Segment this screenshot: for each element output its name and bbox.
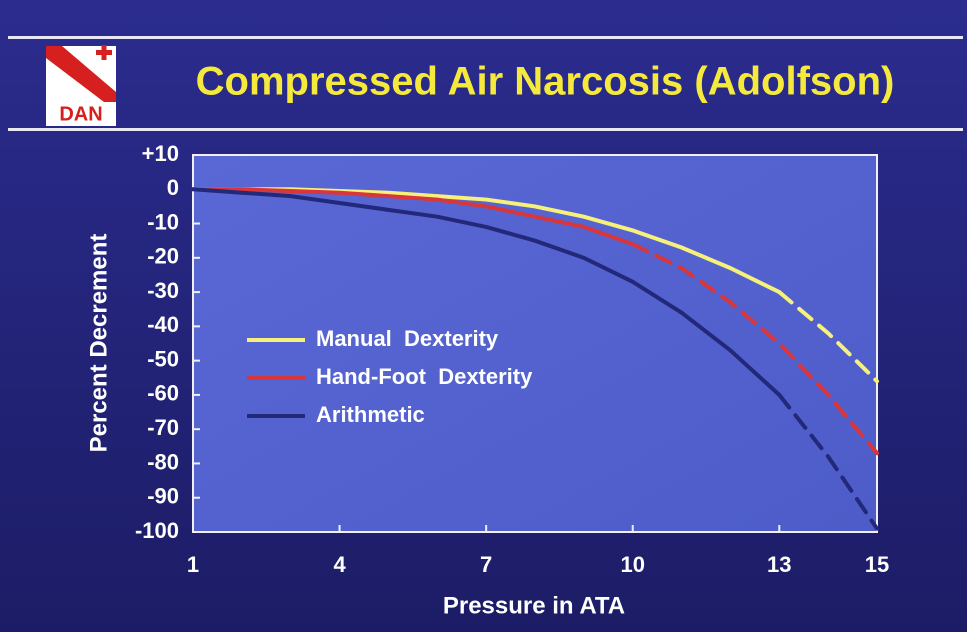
y-tick-label: -60 — [147, 381, 179, 406]
y-tick-label: -70 — [147, 415, 179, 440]
series-line — [191, 187, 782, 397]
series-line-dashed — [630, 242, 879, 456]
legend-label: Manual Dexterity — [316, 326, 499, 351]
y-tick-label: -30 — [147, 278, 179, 303]
series-line — [191, 187, 635, 247]
y-tick-label: -20 — [147, 244, 179, 269]
series-line-dashed — [777, 290, 879, 384]
logo-text: DAN — [59, 103, 102, 125]
chart-title: Compressed Air Narcosis (Adolfson) — [196, 60, 895, 104]
logo-base — [46, 102, 116, 126]
logo-stripe — [46, 46, 116, 102]
x-tick-label: 10 — [620, 552, 644, 577]
x-tick-label: 4 — [333, 552, 346, 577]
y-tick-label: -40 — [147, 312, 179, 337]
y-tick-label: -90 — [147, 484, 179, 509]
y-axis-label: Percent Decrement — [85, 234, 112, 453]
logo: DAN — [46, 45, 116, 126]
x-tick-label: 13 — [767, 552, 791, 577]
y-tick-label: -100 — [135, 518, 179, 543]
y-tick-label: -80 — [147, 449, 179, 474]
y-tick-label: +10 — [142, 141, 179, 166]
legend-label: Arithmetic — [316, 402, 425, 427]
x-tick-label: 15 — [865, 552, 889, 577]
y-tick-label: -50 — [147, 346, 179, 371]
plot-area — [192, 154, 878, 533]
y-tick-label: 0 — [167, 175, 179, 200]
series-line-dashed — [777, 392, 879, 531]
x-tick-label: 7 — [480, 552, 492, 577]
y-tick-label: -10 — [147, 209, 179, 234]
x-tick-label: 1 — [187, 552, 199, 577]
legend-label: Hand-Foot Dexterity — [316, 364, 533, 389]
x-axis-label: Pressure in ATA — [443, 592, 625, 619]
logo-cross — [101, 45, 107, 60]
header-rule — [8, 36, 963, 39]
header-rule — [8, 128, 963, 131]
